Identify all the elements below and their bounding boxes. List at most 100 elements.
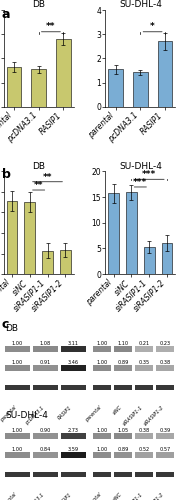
Text: 3.11: 3.11: [68, 340, 79, 345]
Text: siRASIP1-1: siRASIP1-1: [122, 492, 144, 500]
Bar: [5, 384, 30, 390]
Text: siNC: siNC: [112, 405, 123, 416]
Text: 1.00: 1.00: [12, 340, 23, 345]
Bar: [61, 384, 86, 390]
Bar: [93, 472, 111, 478]
Text: 0.52: 0.52: [138, 447, 149, 452]
Bar: [156, 366, 174, 371]
Text: RASIP1: RASIP1: [57, 492, 73, 500]
Text: parental: parental: [0, 405, 18, 423]
Text: 0.91: 0.91: [40, 360, 51, 365]
Text: pcDNA3.1: pcDNA3.1: [25, 405, 45, 425]
Bar: [33, 346, 58, 352]
Title: DB: DB: [32, 0, 45, 9]
Text: 0.35: 0.35: [138, 360, 149, 365]
Bar: [61, 346, 86, 352]
Bar: [93, 433, 111, 439]
Text: siRASIP1-2: siRASIP1-2: [143, 492, 165, 500]
Title: DB: DB: [32, 162, 45, 170]
Text: 1.00: 1.00: [12, 428, 23, 432]
Text: c: c: [2, 318, 9, 330]
Bar: [93, 452, 111, 458]
Text: 1.08: 1.08: [40, 340, 51, 345]
Bar: [135, 346, 153, 352]
Bar: [114, 346, 132, 352]
Text: 1.05: 1.05: [117, 428, 129, 432]
Text: RASIP1: RASIP1: [57, 405, 73, 421]
Text: **: **: [34, 181, 43, 190]
Bar: [93, 346, 111, 352]
Text: parental: parental: [84, 405, 102, 423]
Bar: [60, 250, 71, 274]
Bar: [133, 72, 148, 107]
Title: SU-DHL-4: SU-DHL-4: [119, 0, 162, 9]
Bar: [33, 472, 58, 478]
Text: 0.23: 0.23: [159, 340, 171, 345]
Text: b: b: [2, 168, 11, 180]
Bar: [7, 201, 17, 274]
Text: *: *: [150, 22, 155, 30]
Text: parental: parental: [0, 492, 18, 500]
Bar: [93, 366, 111, 371]
Bar: [33, 433, 58, 439]
Text: 1.00: 1.00: [12, 447, 23, 452]
Text: siRASIP1-1: siRASIP1-1: [122, 405, 144, 427]
Bar: [33, 384, 58, 390]
Bar: [156, 452, 174, 458]
Title: SU-DHL-4: SU-DHL-4: [119, 162, 162, 170]
Bar: [5, 346, 30, 352]
Bar: [108, 70, 123, 107]
Text: pcDNA3.1: pcDNA3.1: [25, 492, 45, 500]
Bar: [156, 433, 174, 439]
Bar: [158, 42, 172, 107]
Bar: [61, 366, 86, 371]
Text: 3.46: 3.46: [68, 360, 79, 365]
Text: 0.38: 0.38: [138, 428, 150, 432]
Bar: [135, 472, 153, 478]
Text: 0.57: 0.57: [159, 447, 171, 452]
Text: 0.84: 0.84: [40, 447, 51, 452]
Bar: [61, 452, 86, 458]
Bar: [93, 384, 111, 390]
Bar: [144, 247, 154, 274]
Bar: [126, 192, 137, 274]
Text: 0.38: 0.38: [159, 360, 171, 365]
Text: 1.00: 1.00: [96, 340, 108, 345]
Text: 0.89: 0.89: [117, 447, 129, 452]
Bar: [114, 366, 132, 371]
Text: 1.10: 1.10: [117, 340, 129, 345]
Text: a: a: [2, 8, 10, 20]
Bar: [5, 366, 30, 371]
Text: 0.89: 0.89: [117, 360, 129, 365]
Bar: [135, 384, 153, 390]
Text: 0.90: 0.90: [40, 428, 51, 432]
Text: **: **: [46, 22, 56, 30]
Text: **: **: [43, 172, 52, 182]
Bar: [25, 202, 35, 274]
Bar: [114, 433, 132, 439]
Bar: [162, 243, 172, 274]
Text: ***: ***: [142, 170, 156, 179]
Bar: [135, 433, 153, 439]
Text: siNC: siNC: [112, 492, 123, 500]
Bar: [61, 433, 86, 439]
Text: DB: DB: [5, 324, 18, 334]
Bar: [56, 39, 71, 107]
Bar: [5, 452, 30, 458]
Bar: [156, 472, 174, 478]
Bar: [114, 452, 132, 458]
Text: siRASIP1-2: siRASIP1-2: [143, 405, 165, 427]
Text: SU-DHL-4: SU-DHL-4: [5, 412, 48, 420]
Text: 1.00: 1.00: [96, 447, 108, 452]
Text: 0.39: 0.39: [159, 428, 171, 432]
Text: 1.00: 1.00: [12, 360, 23, 365]
Bar: [135, 366, 153, 371]
Bar: [33, 452, 58, 458]
Bar: [61, 472, 86, 478]
Bar: [7, 67, 21, 107]
Bar: [108, 194, 119, 274]
Bar: [5, 472, 30, 478]
Bar: [5, 433, 30, 439]
Text: 2.73: 2.73: [68, 428, 79, 432]
Bar: [31, 70, 46, 107]
